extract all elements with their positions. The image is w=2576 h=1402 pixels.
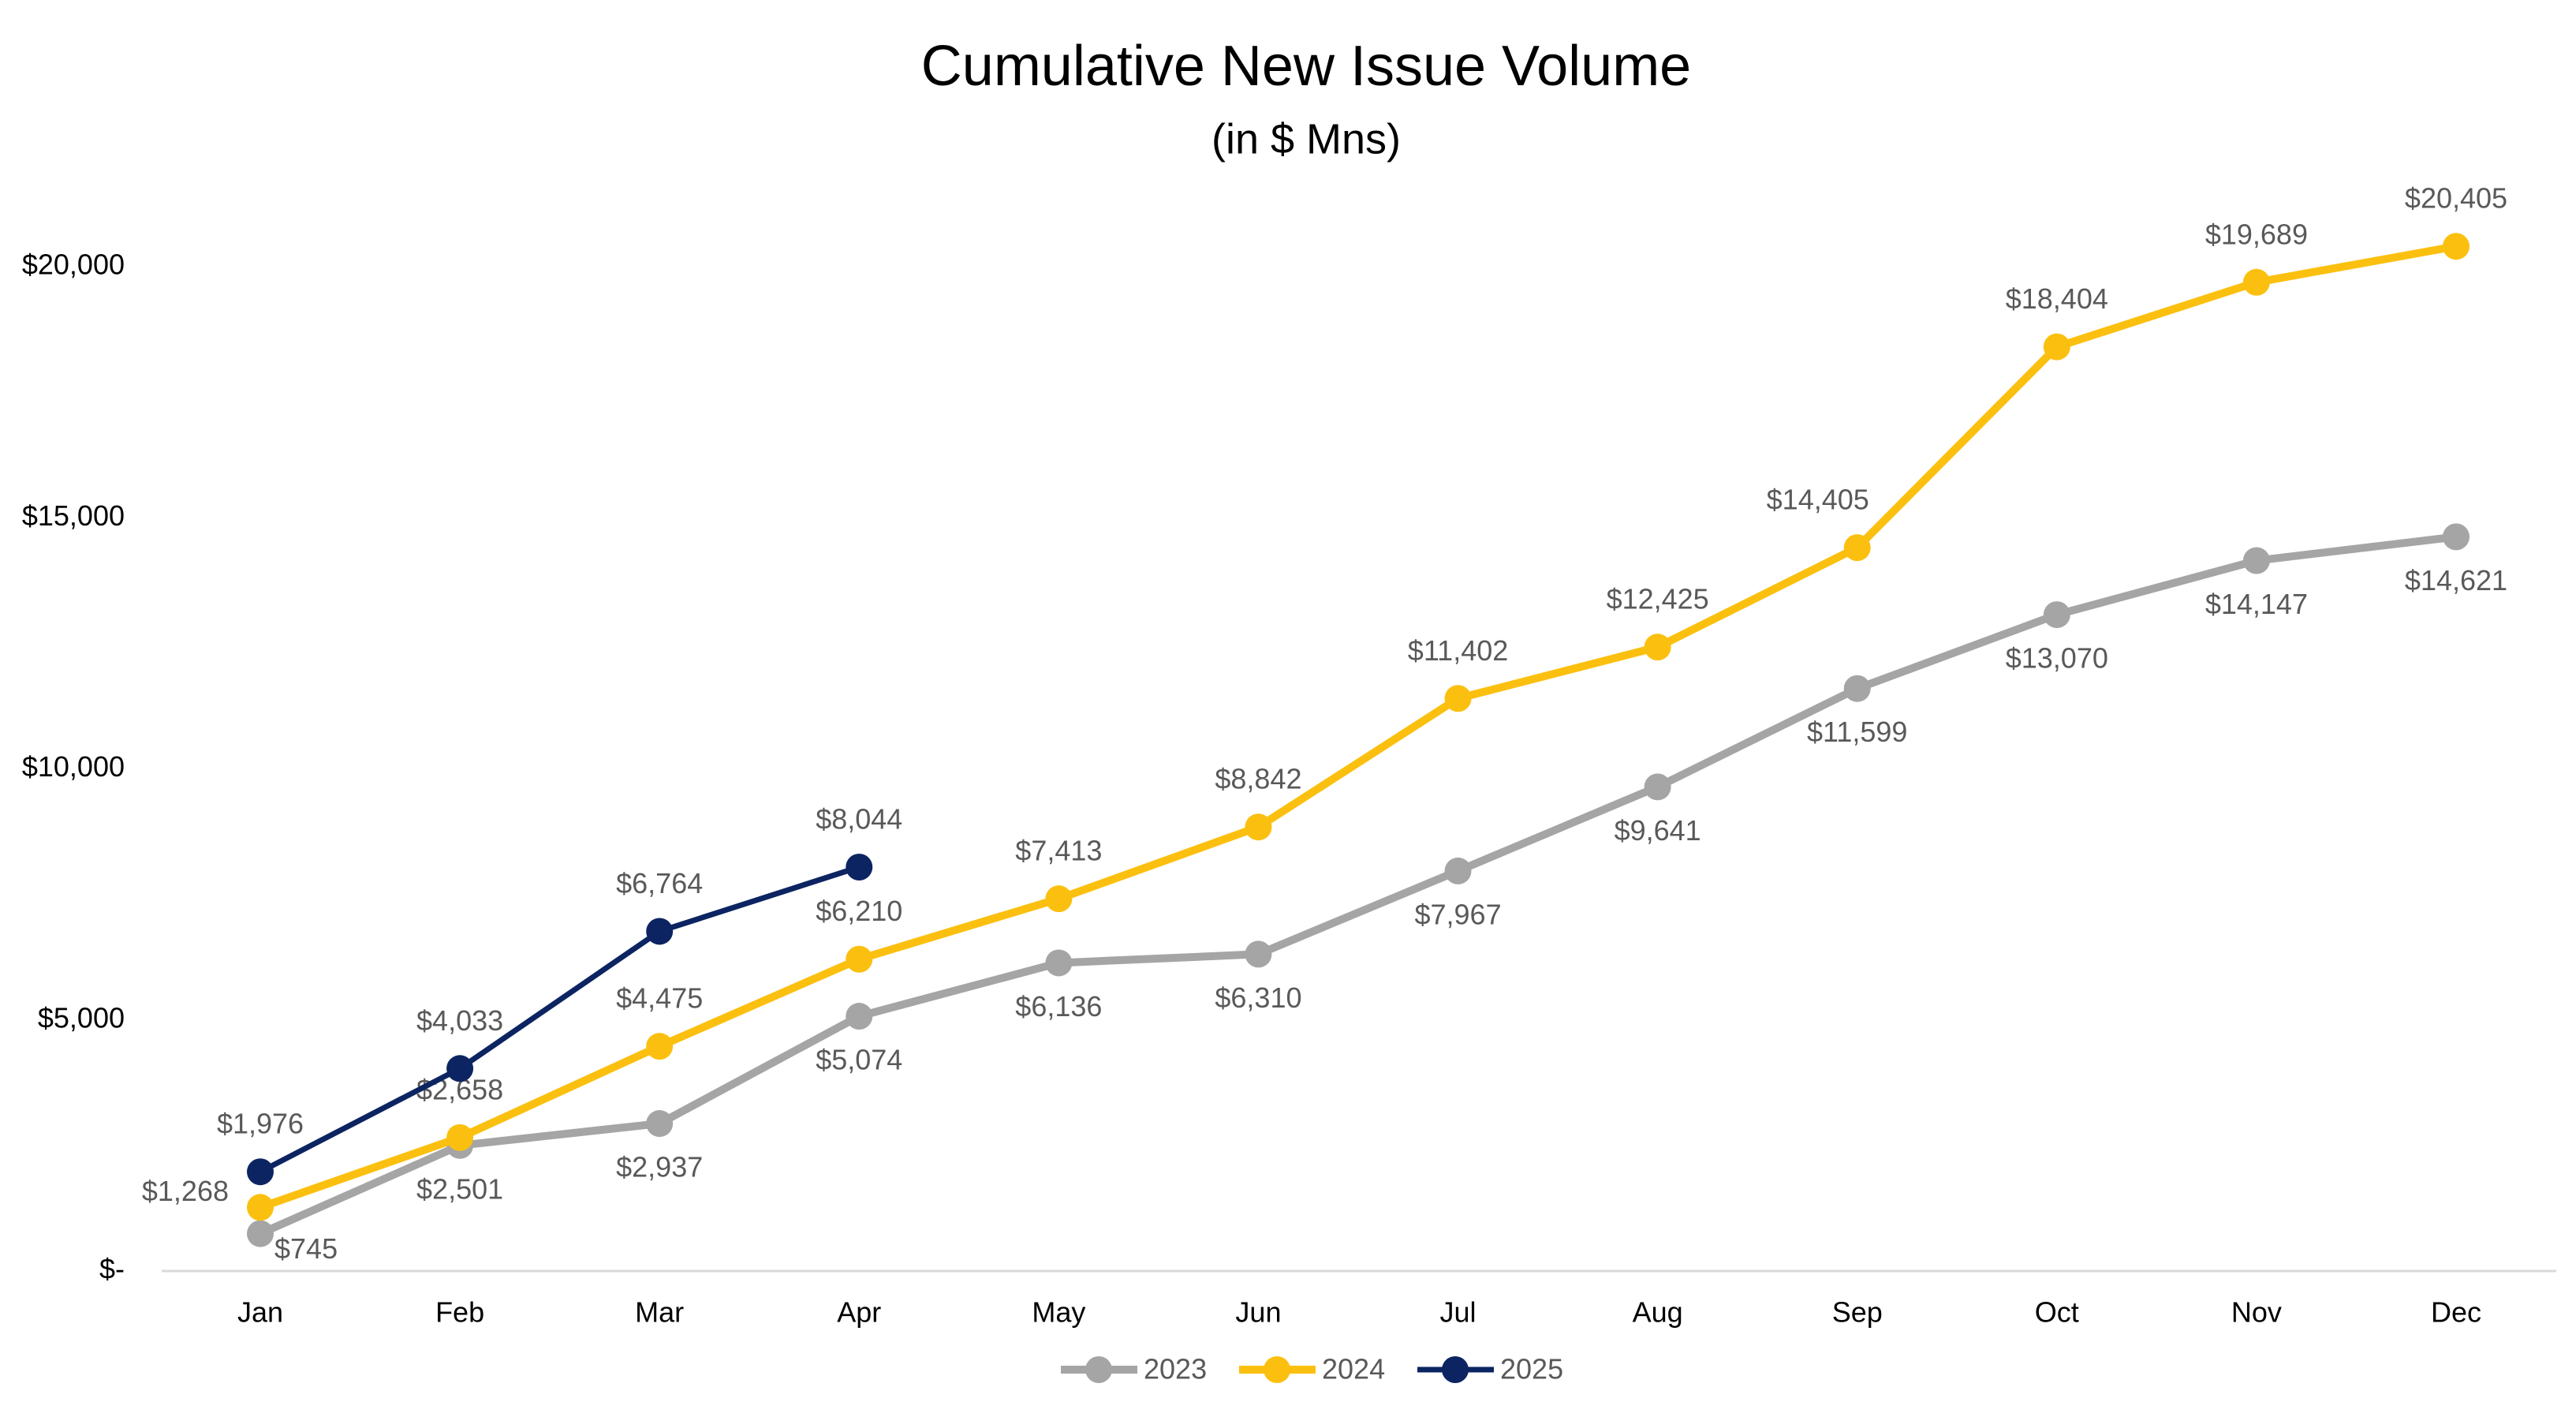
data-label: $6,136 <box>1015 990 1102 1023</box>
data-point <box>1045 885 1073 913</box>
legend-label: 2024 <box>1322 1353 1385 1385</box>
x-tick-label: May <box>1032 1296 1085 1329</box>
data-point <box>446 1055 474 1082</box>
chart-title: Cumulative New Issue Volume <box>921 35 1691 98</box>
data-label: $18,404 <box>2006 282 2108 315</box>
data-label: $6,210 <box>816 895 902 927</box>
data-label: $1,268 <box>142 1175 229 1207</box>
x-tick-label: Oct <box>2035 1296 2079 1329</box>
data-label: $7,967 <box>1414 898 1501 930</box>
series-line <box>258 533 2457 1238</box>
chart-subtitle: (in $ Mns) <box>1211 115 1401 163</box>
y-tick-label: $5,000 <box>38 1001 125 1034</box>
data-point <box>2242 268 2270 296</box>
data-point <box>1843 675 1871 702</box>
legend-marker <box>1442 1356 1469 1383</box>
data-label: $20,405 <box>2405 182 2507 215</box>
x-tick-label: Dec <box>2431 1296 2481 1329</box>
x-tick-label: Sep <box>1832 1296 1883 1329</box>
data-point <box>2242 547 2270 574</box>
x-tick-label: Mar <box>635 1296 684 1329</box>
data-label: $11,599 <box>1807 716 1907 748</box>
data-point <box>646 1110 674 1138</box>
data-point <box>1444 857 1472 884</box>
data-point <box>247 1158 274 1186</box>
x-tick-label: Jun <box>1235 1296 1281 1329</box>
data-point <box>2443 523 2470 551</box>
x-tick-label: Feb <box>435 1296 484 1329</box>
x-tick-label: Aug <box>1633 1296 1683 1329</box>
data-label: $745 <box>274 1232 338 1265</box>
data-point <box>2443 233 2470 260</box>
data-label: $8,044 <box>816 803 902 836</box>
x-tick-label: Nov <box>2231 1296 2282 1329</box>
data-label: $13,070 <box>2006 642 2108 675</box>
data-label: $4,033 <box>416 1004 503 1037</box>
data-point <box>2043 333 2070 361</box>
data-label: $5,074 <box>816 1044 902 1076</box>
data-label: $6,310 <box>1215 981 1301 1014</box>
data-point <box>646 918 674 945</box>
data-point <box>1045 949 1073 977</box>
data-label: $14,147 <box>2205 588 2308 620</box>
data-label: $7,413 <box>1015 835 1102 867</box>
series-line <box>259 864 861 1175</box>
data-label: $8,842 <box>1215 763 1301 795</box>
data-point <box>1843 534 1871 562</box>
data-label: $6,764 <box>616 867 703 899</box>
data-point <box>1245 940 1272 968</box>
data-label: $1,976 <box>217 1108 304 1140</box>
legend-marker <box>1264 1356 1290 1383</box>
y-tick-label: $10,000 <box>22 750 125 783</box>
y-tick-label: $20,000 <box>22 249 125 281</box>
data-point <box>1644 773 1671 801</box>
data-label: $2,501 <box>416 1172 503 1205</box>
data-point <box>646 1033 674 1060</box>
data-label: $19,689 <box>2205 218 2308 250</box>
data-point <box>247 1220 274 1247</box>
data-point <box>2043 601 2070 629</box>
data-label: $12,425 <box>1607 583 1709 615</box>
data-label: $9,641 <box>1615 814 1701 847</box>
x-tick-label: Jul <box>1440 1296 1477 1329</box>
data-label: $14,405 <box>1767 484 1869 516</box>
data-point <box>1245 813 1272 841</box>
series-line <box>259 242 2457 1212</box>
data-label: $14,621 <box>2405 564 2507 596</box>
x-tick-label: Jan <box>237 1296 283 1329</box>
data-point <box>846 945 873 973</box>
legend-label: 2025 <box>1500 1353 1563 1385</box>
data-point <box>247 1194 274 1221</box>
y-tick-label: $- <box>99 1253 125 1285</box>
data-point <box>846 853 873 880</box>
y-tick-label: $15,000 <box>22 499 125 532</box>
data-point <box>1444 685 1472 712</box>
data-point <box>446 1123 474 1151</box>
legend-marker <box>1085 1356 1112 1383</box>
data-label: $11,402 <box>1408 634 1508 667</box>
data-label: $4,475 <box>616 982 703 1015</box>
x-tick-label: Apr <box>837 1296 881 1329</box>
legend-label: 2023 <box>1144 1353 1207 1385</box>
data-point <box>846 1003 873 1030</box>
data-label: $2,937 <box>616 1151 703 1183</box>
data-point <box>1644 634 1671 661</box>
